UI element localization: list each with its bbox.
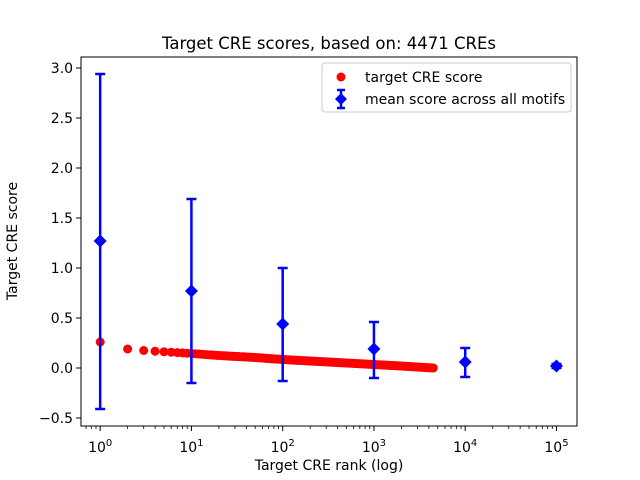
- legend-label-mean-score: mean score across all motifs: [365, 92, 565, 108]
- target-score-point: [150, 346, 160, 356]
- x-tick-label: 104: [453, 438, 477, 456]
- mean-score-diamond: [184, 284, 198, 298]
- y-tick-label: 1.0: [51, 261, 73, 277]
- legend-mean-score-marker-icon: [335, 88, 347, 110]
- x-tick-exponent: 4: [471, 438, 477, 449]
- mean-score-diamond: [93, 234, 107, 248]
- x-tick-label: 105: [544, 438, 568, 456]
- x-axis-label: Target CRE rank (log): [254, 458, 404, 474]
- target-score-point: [428, 363, 438, 373]
- target-score-point: [139, 346, 149, 355]
- mean-score-errorbar: [458, 346, 472, 379]
- legend-target-score-marker-icon: [336, 72, 346, 82]
- x-tick-exponent: 0: [106, 438, 112, 449]
- mean-score-diamond: [458, 355, 472, 369]
- target-score-point: [159, 347, 169, 357]
- x-tick-exponent: 3: [380, 438, 386, 449]
- x-tick-label: 102: [271, 438, 295, 456]
- mean-score-errorbar: [93, 72, 107, 411]
- y-tick-label: 0.5: [51, 311, 73, 327]
- y-tick-label: 1.5: [51, 211, 73, 227]
- y-tick-label: 2.0: [51, 161, 73, 177]
- y-tick-label: 0.0: [51, 361, 73, 377]
- legend-frame: [321, 62, 572, 113]
- x-tick-exponent: 5: [562, 438, 568, 449]
- x-tick-exponent: 2: [288, 438, 294, 449]
- y-tick-label: 2.5: [51, 111, 73, 127]
- mean-score-diamond: [367, 342, 381, 356]
- mean-score-errorbar: [549, 359, 563, 373]
- x-tick-exponent: 1: [197, 438, 203, 449]
- y-axis-label: Target CRE score: [5, 182, 21, 301]
- legend-label-target-score: target CRE score: [365, 70, 482, 86]
- legend: target CRE score mean score across all m…: [321, 62, 572, 113]
- y-tick-label: 3.0: [51, 61, 73, 77]
- mean-score-diamond: [276, 317, 290, 331]
- plot-area-border: [80, 56, 578, 427]
- mean-score-errorbar: [276, 266, 290, 383]
- chart-title: Target CRE scores, based on: 4471 CREs: [161, 34, 496, 53]
- mean-score-diamond: [549, 359, 563, 373]
- x-tick-label: 100: [88, 438, 112, 456]
- mean-score-series: [93, 72, 563, 411]
- mean-score-errorbar: [184, 197, 198, 385]
- target-score-point: [123, 344, 133, 354]
- x-tick-label: 103: [362, 438, 386, 456]
- y-tick-label: −0.5: [39, 411, 73, 427]
- mean-score-errorbar: [367, 320, 381, 380]
- target-score-series: [95, 337, 438, 373]
- x-tick-label: 101: [179, 438, 203, 456]
